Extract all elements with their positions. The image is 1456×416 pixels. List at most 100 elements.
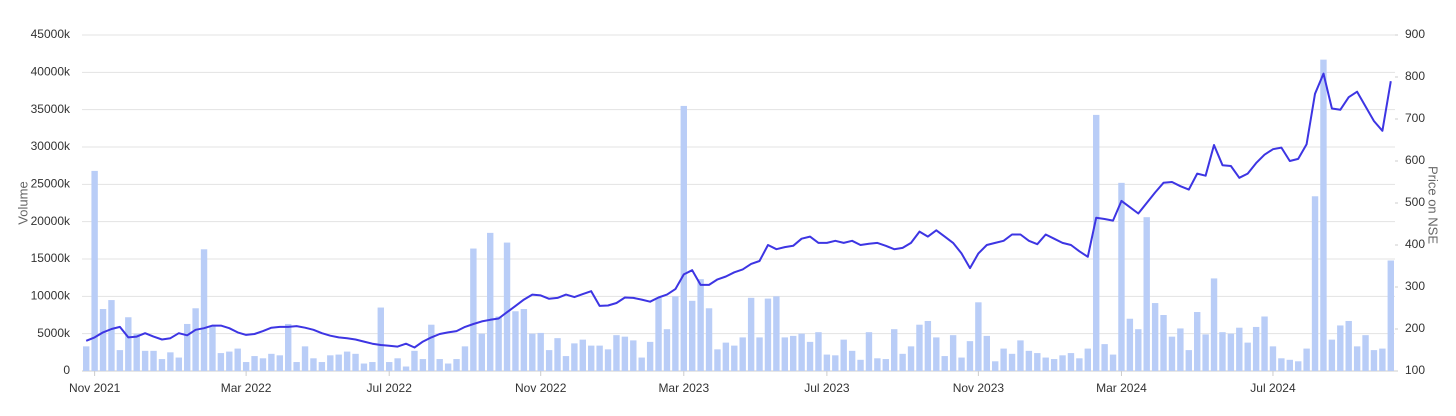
bar bbox=[537, 332, 544, 371]
bar bbox=[1227, 333, 1235, 371]
bar bbox=[217, 353, 225, 371]
bar bbox=[1017, 340, 1024, 371]
bar bbox=[1059, 355, 1066, 371]
bar bbox=[1269, 346, 1277, 371]
bar bbox=[91, 170, 98, 371]
bar bbox=[630, 340, 637, 371]
bar bbox=[545, 350, 553, 371]
bar bbox=[773, 296, 780, 371]
bar bbox=[1101, 344, 1108, 371]
bar bbox=[175, 357, 182, 371]
bar bbox=[604, 349, 612, 371]
y2-tick-label: 100 bbox=[1405, 363, 1425, 377]
bar bbox=[184, 323, 191, 371]
y-axis-title: Volume bbox=[15, 181, 30, 224]
bar bbox=[975, 302, 982, 371]
bar bbox=[419, 359, 427, 371]
bar bbox=[579, 339, 586, 371]
bar bbox=[571, 343, 578, 371]
bar bbox=[857, 359, 864, 371]
bar bbox=[865, 332, 873, 371]
bar bbox=[672, 296, 679, 371]
y-tick-label: 0 bbox=[63, 363, 70, 377]
x-tick-label: Jul 2022 bbox=[367, 381, 413, 395]
bar bbox=[1337, 325, 1344, 371]
bar bbox=[487, 232, 494, 371]
bar bbox=[116, 350, 124, 371]
bar bbox=[1168, 336, 1176, 371]
bar bbox=[1151, 303, 1159, 371]
bar bbox=[335, 354, 342, 371]
y-tick-label: 35000k bbox=[31, 102, 71, 116]
bar bbox=[428, 324, 435, 371]
bar bbox=[1194, 312, 1201, 371]
bar bbox=[1109, 354, 1117, 371]
bar bbox=[1345, 320, 1352, 371]
bar bbox=[613, 335, 620, 371]
y-tick-label: 5000k bbox=[37, 326, 71, 340]
bar bbox=[158, 359, 166, 371]
bar bbox=[739, 337, 746, 371]
bar bbox=[638, 357, 645, 371]
bar bbox=[141, 350, 149, 371]
bar bbox=[167, 352, 174, 371]
bar bbox=[318, 362, 326, 371]
x-tick-label: Nov 2021 bbox=[69, 381, 121, 395]
bar bbox=[83, 346, 90, 371]
bar bbox=[756, 337, 763, 371]
bar bbox=[806, 341, 814, 371]
bar bbox=[680, 105, 687, 371]
bar bbox=[747, 297, 755, 371]
bar bbox=[764, 298, 772, 371]
bar bbox=[133, 333, 140, 371]
bar bbox=[697, 279, 704, 371]
bar bbox=[992, 361, 999, 371]
bar bbox=[1067, 353, 1075, 371]
bar bbox=[108, 300, 115, 371]
bar bbox=[1379, 348, 1386, 371]
y2-tick-label: 800 bbox=[1405, 69, 1425, 83]
y2-tick-label: 200 bbox=[1405, 321, 1425, 335]
bar bbox=[402, 366, 410, 371]
bar bbox=[1236, 327, 1243, 371]
bar bbox=[327, 355, 334, 371]
bar bbox=[276, 355, 283, 371]
bar bbox=[798, 333, 805, 371]
bar bbox=[234, 348, 241, 371]
bar bbox=[251, 356, 258, 371]
bar bbox=[1311, 196, 1319, 371]
bar bbox=[705, 308, 713, 371]
bar bbox=[949, 335, 957, 371]
bar bbox=[461, 346, 469, 371]
bar bbox=[848, 350, 856, 371]
bar bbox=[1177, 328, 1184, 371]
bar bbox=[394, 358, 401, 371]
bar bbox=[924, 320, 932, 371]
bar bbox=[226, 351, 233, 371]
bar bbox=[285, 323, 292, 371]
bar bbox=[310, 358, 317, 371]
bar bbox=[1143, 217, 1150, 371]
bar bbox=[1261, 316, 1268, 371]
bar bbox=[1295, 361, 1302, 371]
bar bbox=[689, 300, 696, 371]
bar bbox=[933, 337, 940, 371]
bar bbox=[722, 342, 730, 371]
bar bbox=[832, 355, 839, 371]
bar bbox=[293, 362, 300, 371]
bar bbox=[1219, 332, 1226, 371]
bar bbox=[125, 317, 132, 371]
bar bbox=[1008, 353, 1016, 371]
bar bbox=[588, 345, 595, 371]
bar bbox=[966, 341, 974, 371]
bar bbox=[377, 307, 384, 371]
bar bbox=[1076, 358, 1083, 371]
price-line bbox=[85, 72, 1392, 349]
bar bbox=[99, 309, 107, 371]
y2-tick-label: 700 bbox=[1405, 111, 1425, 125]
bar bbox=[1370, 350, 1378, 371]
bar bbox=[621, 336, 629, 371]
y-tick-label: 45000k bbox=[31, 27, 71, 41]
y2-tick-label: 600 bbox=[1405, 153, 1425, 167]
bar bbox=[714, 349, 721, 371]
